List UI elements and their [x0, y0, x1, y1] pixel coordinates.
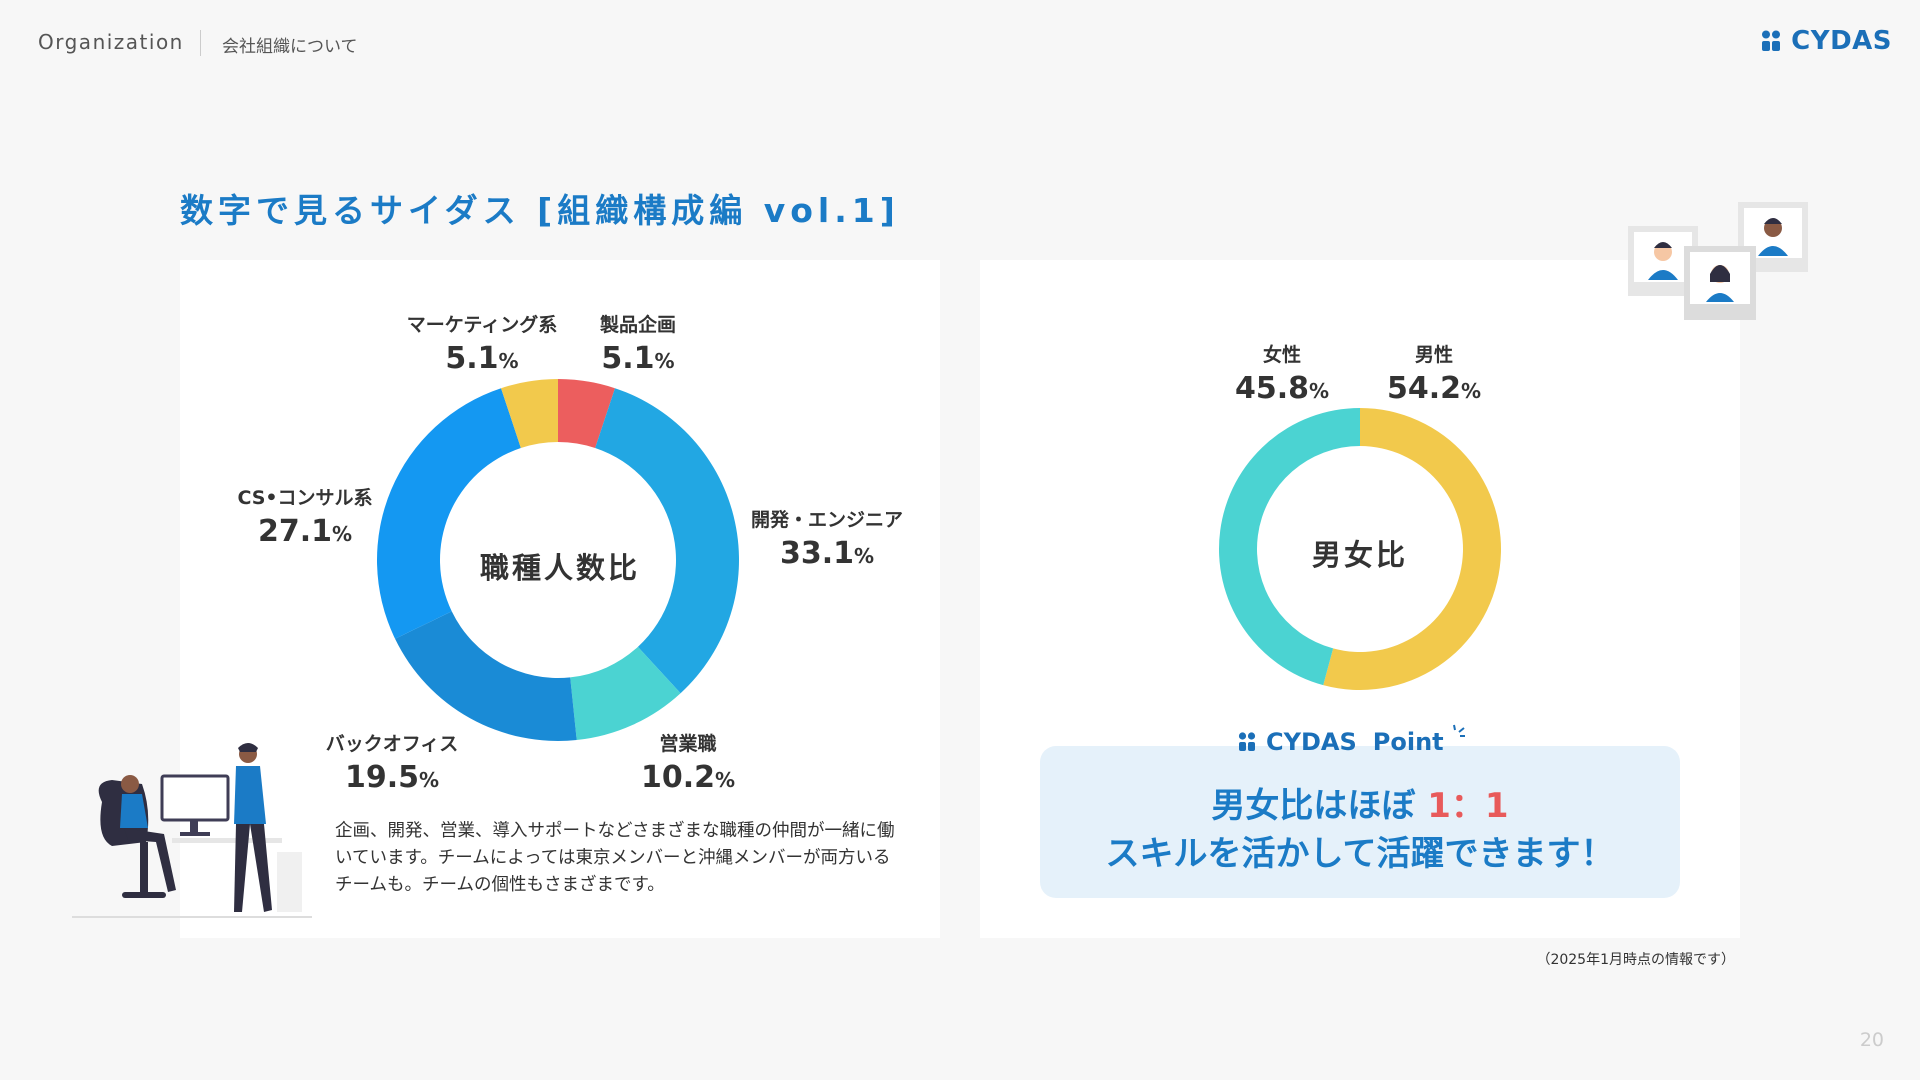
label-backoffice-value: 19.5: [344, 760, 419, 795]
label-engineering-name: 開発・エンジニア: [750, 509, 903, 531]
gender-ratio-center-label: 男女比: [1311, 538, 1408, 572]
cydas-point-logo-icon: [1238, 732, 1256, 751]
label-sales-unit: %: [714, 768, 736, 792]
cydas-logo-icon: [1762, 30, 1781, 51]
job-ratio-slice-4: [376, 388, 521, 639]
job-ratio-slice-0: [558, 379, 615, 448]
label-marketing-name: マーケティング系: [406, 314, 558, 336]
gender-ratio-slice-0: [1323, 408, 1501, 690]
label-sales: 営業職 10.2%: [628, 729, 748, 795]
label-female: 女性 45.8%: [1222, 340, 1342, 406]
label-cs-unit: %: [331, 522, 353, 546]
label-female-unit: %: [1308, 379, 1330, 403]
point-headline-prefix: 男女比はほぼ: [1211, 786, 1428, 826]
label-female-name: 女性: [1262, 344, 1301, 366]
label-backoffice-name: バックオフィス: [325, 733, 459, 755]
job-ratio-card: [180, 260, 940, 938]
page-title: 数字で見るサイダス [組織構成編 vol.1]: [180, 191, 900, 230]
label-planning-value: 5.1: [601, 341, 655, 376]
cydas-point-brand: CYDAS: [1266, 728, 1357, 756]
label-backoffice: バックオフィス 19.5%: [312, 729, 472, 795]
job-ratio-slice-1: [595, 388, 740, 694]
label-marketing-value: 5.1: [445, 341, 499, 376]
label-planning-name: 製品企画: [599, 314, 676, 336]
gender-ratio-slice-1: [1218, 408, 1360, 686]
label-male-name: 男性: [1414, 344, 1453, 366]
avatar-cards-illustration: [1628, 202, 1808, 320]
cydas-point-box: [1040, 746, 1680, 898]
label-sales-name: 営業職: [659, 733, 717, 755]
section-label: Organization: [38, 30, 184, 54]
point-headline: 男女比はほぼ 1：1: [1040, 778, 1680, 827]
label-marketing-unit: %: [498, 349, 519, 373]
label-cs-name: CS•コンサル系: [237, 487, 373, 509]
label-engineering-unit: %: [853, 544, 875, 568]
label-female-value: 45.8: [1234, 371, 1309, 406]
job-ratio-slice-2: [570, 646, 681, 741]
label-cs-value: 27.1: [257, 514, 332, 549]
office-people-illustration: [72, 743, 312, 918]
label-male-unit: %: [1460, 379, 1482, 403]
label-engineering: 開発・エンジニア 33.1%: [742, 505, 912, 571]
cydas-point-label: CYDAS Point: [1238, 724, 1466, 756]
point-ratio: 1：1: [1427, 786, 1509, 826]
job-ratio-slice-5: [501, 379, 558, 448]
job-description-text: 企画、開発、営業、導入サポートなどさまざまな職種の仲間が一緒に働いています。チー…: [335, 821, 895, 895]
section-subtitle: 会社組織について: [222, 37, 358, 57]
label-male: 男性 54.2%: [1374, 340, 1494, 406]
label-marketing: マーケティング系 5.1%: [392, 310, 572, 376]
sparkle-icon: [1452, 724, 1465, 737]
label-sales-value: 10.2: [640, 760, 715, 795]
header-divider: [200, 30, 201, 56]
job-ratio-slice-3: [395, 611, 577, 741]
cydas-point-word: Point: [1372, 728, 1444, 756]
label-backoffice-unit: %: [418, 768, 440, 792]
footnote: （2025年1月時点の情報です）: [1536, 952, 1735, 968]
label-planning: 製品企画 5.1%: [578, 310, 698, 376]
job-ratio-center-label: 職種人数比: [479, 551, 640, 585]
logo-text: CYDAS: [1791, 26, 1892, 56]
label-planning-unit: %: [654, 349, 675, 373]
point-subline: スキルを活かして活躍できます！: [1105, 834, 1615, 874]
label-male-value: 54.2: [1386, 371, 1461, 406]
page-number: 20: [1859, 1029, 1884, 1051]
label-cs: CS•コンサル系 27.1%: [220, 483, 390, 549]
cydas-logo: CYDAS: [1761, 26, 1892, 56]
label-engineering-value: 33.1: [779, 536, 854, 571]
